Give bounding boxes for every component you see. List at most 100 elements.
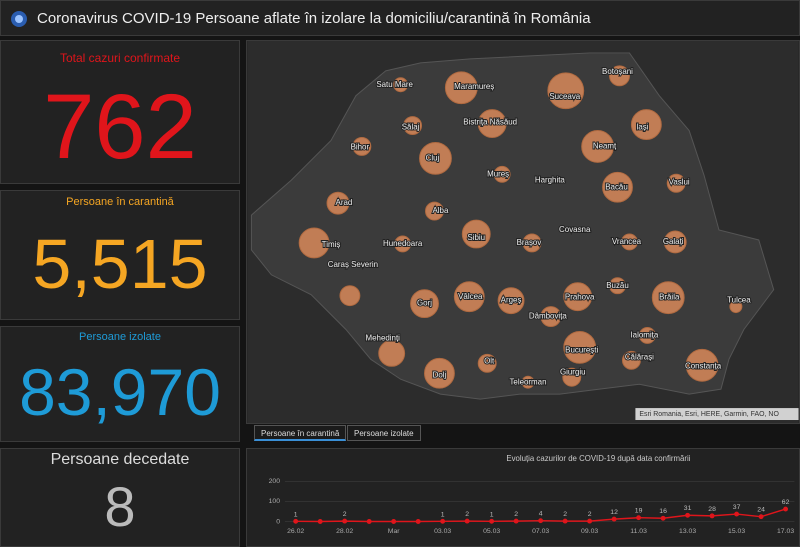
card-label: Persoane în carantină xyxy=(66,196,174,208)
county-circle xyxy=(419,141,452,175)
county-circle xyxy=(424,357,455,389)
county-circle xyxy=(339,285,361,307)
county-circle xyxy=(540,306,562,328)
data-label: 1 xyxy=(441,511,445,518)
county-label: Caraș Severin xyxy=(328,260,378,269)
data-label: 28 xyxy=(708,506,716,513)
county-label: Botoșani xyxy=(602,67,633,76)
data-label: 62 xyxy=(782,499,790,506)
county-label: Călărași xyxy=(625,352,654,361)
x-tick-label: 09.03 xyxy=(581,528,598,535)
point xyxy=(660,515,666,521)
county-label: Bacău xyxy=(605,182,628,191)
county-label: Prahova xyxy=(565,293,595,302)
point xyxy=(562,518,568,524)
logo xyxy=(11,11,27,27)
card-isolated: Persoane izolate 83,970 xyxy=(0,326,240,442)
county-circle xyxy=(666,173,686,193)
county-circle xyxy=(410,289,439,319)
county-circle xyxy=(562,367,582,387)
map[interactable]: Satu Mare Maramureș Suceava Botoșani Sălaj Bi… xyxy=(246,40,800,424)
data-label: 2 xyxy=(588,511,592,518)
x-tick-label: Mar xyxy=(388,528,401,535)
county-circle xyxy=(403,116,423,136)
x-tick-label: 11.03 xyxy=(630,528,647,535)
county-label: Gorj xyxy=(417,299,432,308)
title: Coronavirus COVID-19 Persoane aflate în … xyxy=(37,10,591,27)
county-circle xyxy=(630,109,662,140)
county-circle xyxy=(602,171,633,203)
point xyxy=(317,519,323,524)
county-label: Cluj xyxy=(426,153,440,162)
county-label: Hunedoara xyxy=(383,239,423,248)
point xyxy=(538,518,544,524)
point xyxy=(587,518,593,524)
county-label: Argeș xyxy=(501,296,522,305)
county-label: Dâmbovița xyxy=(529,312,568,321)
county-circle xyxy=(497,287,525,315)
county-circle xyxy=(663,230,687,254)
data-label: 1 xyxy=(294,511,298,518)
card-value: 83,970 xyxy=(19,355,221,429)
chart-title: Evoluția cazurilor de COVID-19 după data… xyxy=(506,454,690,463)
x-tick-label: 17.03 xyxy=(777,528,794,535)
county-circle xyxy=(393,77,409,93)
county-label: Vaslui xyxy=(669,177,690,186)
x-tick-label: 07.03 xyxy=(532,528,549,535)
county-label: Ialomița xyxy=(630,331,658,340)
point xyxy=(464,518,470,524)
county-label: Mureș xyxy=(487,169,509,178)
card-confirmed: Total cazuri confirmate 762 xyxy=(0,40,240,184)
card-value: 762 xyxy=(43,76,197,178)
tab[interactable]: Persoane în carantină xyxy=(254,425,347,441)
county-circle xyxy=(298,227,330,259)
data-label: 2 xyxy=(563,511,567,518)
point xyxy=(611,516,617,522)
county-circle xyxy=(453,281,485,313)
attribution: Esri Romania, Esri, HERE, Garmin, FAO, N… xyxy=(639,411,779,418)
county-circle xyxy=(609,65,630,87)
point xyxy=(440,518,446,524)
card-label: Persoane izolate xyxy=(79,331,161,343)
data-label: 19 xyxy=(635,508,643,515)
y-tick-label: 100 xyxy=(269,498,281,505)
county-circle xyxy=(477,353,497,373)
county-circle xyxy=(352,136,372,156)
point xyxy=(709,513,715,519)
point xyxy=(636,515,642,521)
x-tick-label: 03.03 xyxy=(434,528,451,535)
county-label: Brăila xyxy=(659,293,680,302)
x-tick-label: 15.03 xyxy=(728,528,745,535)
chart-panel: Evoluția cazurilor de COVID-19 după data… xyxy=(246,448,800,547)
data-label: 1 xyxy=(490,511,494,518)
county-circle xyxy=(581,130,615,163)
county-circle xyxy=(563,330,597,364)
county-circle xyxy=(477,109,507,138)
county-label: Giurgiu xyxy=(560,367,586,376)
x-tick-label: 26.02 xyxy=(287,528,304,535)
county-circle xyxy=(444,71,478,105)
county-circle xyxy=(547,72,585,110)
county-label: Neamț xyxy=(593,142,617,151)
county-circle xyxy=(326,191,350,215)
point xyxy=(513,518,519,524)
county-circle xyxy=(651,281,685,315)
point xyxy=(391,519,397,524)
card-value: 5,515 xyxy=(32,225,208,303)
tab[interactable]: Persoane izolate xyxy=(347,425,421,441)
data-label: 31 xyxy=(684,505,692,512)
point xyxy=(783,506,789,512)
county-label: Brașov xyxy=(517,238,542,247)
data-label: 37 xyxy=(733,504,741,511)
county-circle xyxy=(620,233,638,251)
county-label: Teleorman xyxy=(509,377,546,386)
data-label: 2 xyxy=(465,511,469,518)
point xyxy=(293,518,299,524)
data-label: 12 xyxy=(610,509,618,516)
county-label: Sibiu xyxy=(467,233,485,242)
county-circle xyxy=(521,375,535,389)
county-label: Galați xyxy=(663,237,684,246)
county-label: Sălaj xyxy=(402,123,420,132)
county-label: Bihor xyxy=(351,143,370,152)
